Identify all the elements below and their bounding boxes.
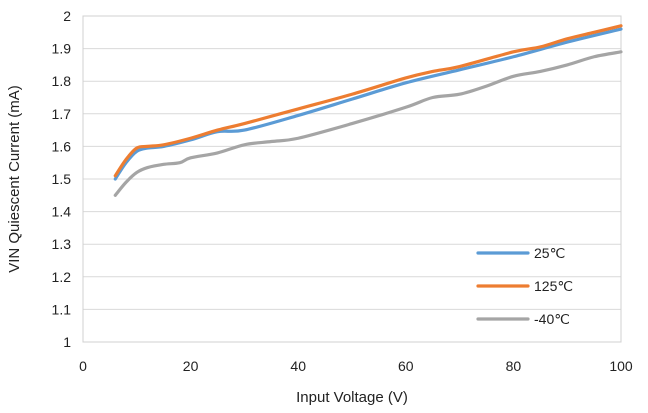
y-tick-label: 1.8 — [52, 73, 72, 89]
y-tick-label: 1.2 — [52, 269, 72, 285]
x-tick-label: 100 — [609, 358, 633, 374]
y-tick-label: 1.9 — [52, 41, 72, 57]
x-tick-label: 20 — [183, 358, 199, 374]
y-tick-label: 1.4 — [52, 204, 72, 220]
legend-label: 25℃ — [534, 245, 565, 261]
series-line-0 — [113, 27, 623, 181]
legend-label: -40℃ — [534, 311, 570, 327]
x-tick-label: 0 — [79, 358, 87, 374]
y-tick-label: 1.6 — [52, 138, 72, 154]
plot-area-frame — [82, 15, 622, 343]
x-tick-label: 40 — [290, 358, 306, 374]
series-line-1 — [113, 24, 623, 178]
series-lines — [113, 24, 623, 197]
x-axis-title: Input Voltage (V) — [296, 389, 408, 406]
y-tick-label: 1.1 — [52, 301, 72, 317]
y-tick-label: 2 — [63, 8, 71, 24]
y-tick-label: 1 — [63, 334, 71, 350]
x-tick-label: 80 — [506, 358, 522, 374]
y-tick-label: 1.7 — [52, 106, 72, 122]
y-axis-title: VIN Quiescent Current (mA) — [6, 85, 23, 273]
y-tick-label: 1.5 — [52, 171, 72, 187]
x-axis-ticks: 0 20 40 60 80 100 — [79, 358, 633, 374]
x-tick-label: 60 — [398, 358, 414, 374]
y-axis-ticks: 1 1.1 1.2 1.3 1.4 1.5 1.6 1.7 1.8 1.9 2 — [52, 8, 72, 350]
legend: 25℃ 125℃ -40℃ — [476, 245, 573, 327]
y-tick-label: 1.3 — [52, 236, 72, 252]
legend-label: 125℃ — [534, 278, 573, 294]
series-line-2 — [113, 50, 623, 197]
